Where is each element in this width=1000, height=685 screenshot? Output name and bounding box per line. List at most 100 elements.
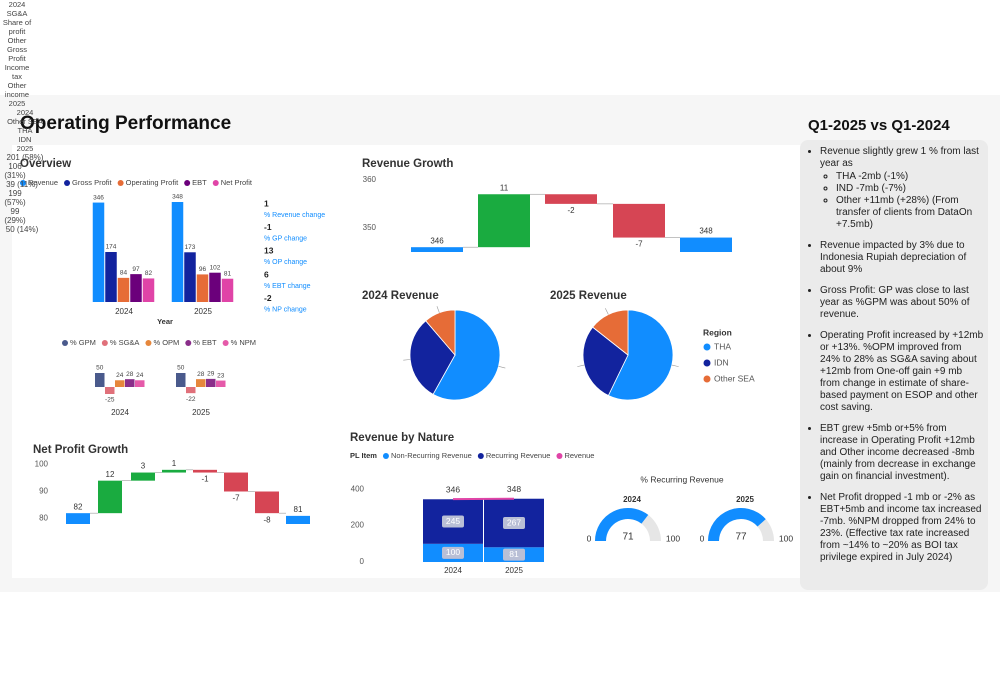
data-label: 100 (446, 547, 460, 557)
bar (196, 379, 206, 387)
legend-swatch (64, 180, 71, 186)
gauge-value-label: 71 (622, 532, 634, 543)
legend-swatch (556, 453, 563, 459)
gauge-value (708, 508, 766, 541)
annotation-label: % EBT change (264, 283, 311, 290)
legend-label: Other SEA (714, 373, 755, 383)
x-tick-label: 2025 (192, 408, 210, 417)
data-label: 346 (446, 484, 460, 494)
waterfall-bar (613, 203, 665, 238)
data-label: 50 (177, 365, 185, 372)
bar (95, 373, 105, 387)
data-label: 348 (507, 484, 521, 494)
legend-swatch (20, 180, 26, 186)
waterfall-bar (411, 247, 463, 252)
chart-title: Overview (20, 158, 71, 170)
legend-swatch (184, 180, 191, 186)
pie-slice (425, 309, 456, 357)
data-label: 29 (207, 371, 215, 378)
data-label: 348 (172, 194, 183, 201)
data-label: -7 (232, 494, 240, 503)
legend-swatch (222, 340, 229, 346)
data-label: -25 (105, 397, 115, 404)
data-label: 23 (217, 372, 225, 379)
y-tick-label: 80 (39, 514, 48, 523)
bar (105, 387, 115, 394)
bar (221, 278, 234, 302)
y-tick-label: 100 (35, 460, 49, 469)
bullet-list: Revenue slightly grew 1 % from last year… (806, 146, 984, 564)
legend-label: IDN (714, 357, 729, 367)
data-label: 24 (136, 372, 144, 379)
legend-swatch (477, 453, 484, 459)
data-label: 81 (509, 549, 519, 559)
x-tick-label: 2024 (115, 307, 133, 316)
summary-title: Q1-2025 vs Q1-2024 (808, 117, 950, 134)
data-label: -7 (635, 240, 643, 249)
bar (216, 380, 226, 387)
gauge-value-label: 77 (735, 532, 747, 543)
pie-slice (607, 309, 674, 401)
bar (125, 379, 135, 387)
annotation-label: % Revenue change (264, 212, 325, 219)
bullet-text: Gross Profit: GP was close to last year … (820, 285, 970, 320)
data-label: 245 (446, 516, 460, 526)
data-label: 82 (145, 270, 153, 277)
gauge-value (595, 508, 649, 541)
annotation-label: % GP change (264, 236, 307, 243)
legend-swatch (101, 340, 108, 346)
bar (196, 274, 209, 302)
legend-label: Revenue (564, 451, 594, 460)
waterfall-bar (66, 513, 90, 524)
chart-title: % Recurring Revenue (640, 474, 723, 484)
x-tick-label: 2025 (505, 566, 523, 575)
legend-swatch (703, 343, 711, 351)
y-tick-label: 200 (351, 521, 365, 530)
data-label: 97 (132, 266, 140, 273)
bullet: Net Profit dropped -1 mb or -2% as EBT+5… (820, 492, 984, 564)
bar (117, 277, 130, 302)
y-tick-label: 350 (363, 223, 377, 232)
data-label: 174 (106, 244, 117, 251)
bullet-text: EBT grew +5mb or+5% from increase in Ope… (820, 423, 976, 482)
page-title: Operating Performance (20, 113, 231, 134)
data-label-box (442, 515, 464, 528)
legend-swatch (145, 340, 152, 346)
bar (206, 378, 216, 387)
charts-panel (12, 145, 802, 578)
leader-line (671, 364, 679, 367)
legend-label: Non-Recurring Revenue (391, 451, 472, 460)
waterfall-bar (680, 237, 732, 252)
waterfall-bar (224, 472, 248, 492)
legend-swatch (212, 180, 219, 186)
legend-label: Operating Profit (126, 178, 179, 187)
data-label: 348 (699, 227, 713, 236)
chart-title: Revenue Growth (362, 158, 453, 170)
bullet: Revenue impacted by 3% due to Indonesia … (820, 240, 984, 276)
bullet-text: Net Profit dropped -1 mb or -2% as EBT+5… (820, 492, 982, 563)
leader-line (403, 359, 411, 361)
chart-title: 2024 Revenue (362, 290, 439, 302)
bar (142, 278, 155, 302)
annotation-value: 6 (264, 269, 269, 279)
gauge-max: 100 (779, 533, 793, 543)
x-tick-label: 2025 (194, 307, 212, 316)
data-label: 12 (106, 470, 115, 479)
data-label-box (442, 546, 464, 559)
sub-bullet: IND -7mb (-7%) (836, 183, 984, 195)
legend-title: Region (703, 327, 732, 337)
data-label: 267 (507, 517, 521, 527)
legend-label: % EBT (193, 338, 217, 347)
gauge-min: 0 (700, 533, 705, 543)
data-label: 28 (126, 371, 134, 378)
sub-bullet: THA -2mb (-1%) (836, 171, 984, 183)
gauge-max: 100 (666, 533, 680, 543)
y-tick-label: 400 (351, 484, 365, 493)
legend-swatch (185, 340, 192, 346)
waterfall-bar (478, 194, 530, 248)
bar (176, 373, 186, 387)
legend-label: % OPM (153, 338, 179, 347)
waterfall-bar (98, 480, 122, 514)
